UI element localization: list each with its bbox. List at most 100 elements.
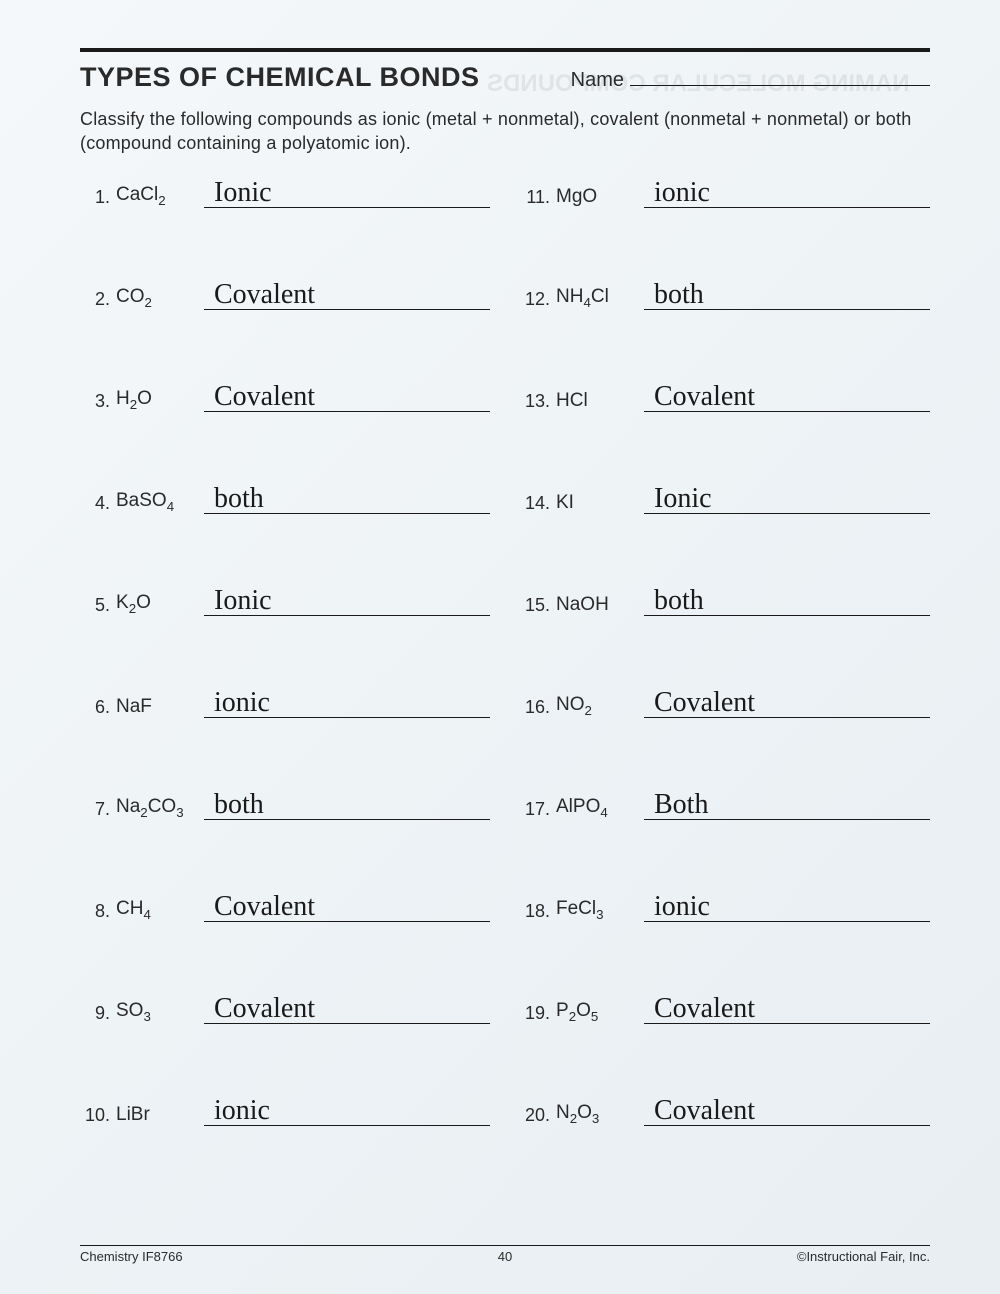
- answer-blank[interactable]: Ionic: [204, 585, 490, 616]
- handwritten-answer: Covalent: [654, 381, 755, 413]
- handwritten-answer: Ionic: [214, 177, 272, 209]
- handwritten-answer: Covalent: [654, 687, 755, 719]
- name-label: Name: [571, 69, 624, 92]
- question-row: 3.H2O Covalent: [80, 378, 490, 412]
- handwritten-answer: both: [214, 483, 264, 515]
- question-number: 17.: [520, 799, 556, 820]
- question-number: 9.: [80, 1003, 116, 1024]
- question-row: 4.BaSO4both: [80, 480, 490, 514]
- question-row: 1.CaCl2 Ionic: [80, 174, 490, 208]
- question-number: 10.: [80, 1105, 116, 1126]
- handwritten-answer: both: [654, 585, 704, 617]
- compound-formula: P2O5: [556, 1000, 644, 1024]
- question-number: 1.: [80, 187, 116, 208]
- questions-columns: 1.CaCl2Ionic2.CO2Covalent3.H2OCovalent4.…: [80, 174, 930, 1126]
- question-number: 2.: [80, 289, 116, 310]
- compound-formula: K2O: [116, 592, 204, 616]
- compound-formula: BaSO4: [116, 490, 204, 514]
- question-row: 7.Na2CO3 both: [80, 786, 490, 820]
- question-number: 19.: [520, 1003, 556, 1024]
- answer-blank[interactable]: Both: [644, 789, 930, 820]
- question-number: 20.: [520, 1105, 556, 1126]
- footer-right: ©Instructional Fair, Inc.: [797, 1249, 930, 1264]
- answer-blank[interactable]: ionic: [204, 687, 490, 718]
- question-row: 6.NaFionic: [80, 684, 490, 718]
- question-number: 5.: [80, 595, 116, 616]
- answer-blank[interactable]: ionic: [644, 891, 930, 922]
- question-number: 18.: [520, 901, 556, 922]
- handwritten-answer: Covalent: [214, 993, 315, 1025]
- name-field: Name: [571, 67, 930, 92]
- question-number: 7.: [80, 799, 116, 820]
- answer-blank[interactable]: both: [204, 789, 490, 820]
- header-row: TYPES OF CHEMICAL BONDS Name: [80, 62, 930, 93]
- question-number: 13.: [520, 391, 556, 412]
- question-row: 9.SO3 Covalent: [80, 990, 490, 1024]
- handwritten-answer: both: [654, 279, 704, 311]
- answer-blank[interactable]: Covalent: [644, 381, 930, 412]
- handwritten-answer: Covalent: [214, 891, 315, 923]
- question-row: 5.K2O Ionic: [80, 582, 490, 616]
- handwritten-answer: Covalent: [214, 381, 315, 413]
- question-row: 13.HCl Covalent: [520, 378, 930, 412]
- question-row: 20.N2O3Covalent: [520, 1092, 930, 1126]
- answer-blank[interactable]: ionic: [644, 177, 930, 208]
- answer-blank[interactable]: Covalent: [204, 381, 490, 412]
- answer-blank[interactable]: Ionic: [204, 177, 490, 208]
- question-row: 12.NH4Clboth: [520, 276, 930, 310]
- top-rule: [80, 48, 930, 52]
- answer-blank[interactable]: both: [644, 279, 930, 310]
- question-number: 11.: [520, 187, 556, 208]
- right-column: 11.MgOionic12.NH4Clboth13.HClCovalent14.…: [520, 174, 930, 1126]
- question-row: 19.P2O5Covalent: [520, 990, 930, 1024]
- answer-blank[interactable]: both: [644, 585, 930, 616]
- question-row: 8.CH4 Covalent: [80, 888, 490, 922]
- footer-page-number: 40: [498, 1249, 512, 1264]
- question-row: 14.KIIonic: [520, 480, 930, 514]
- answer-blank[interactable]: Covalent: [644, 687, 930, 718]
- handwritten-answer: ionic: [214, 687, 270, 719]
- handwritten-answer: ionic: [214, 1095, 270, 1127]
- answer-blank[interactable]: ionic: [204, 1095, 490, 1126]
- compound-formula: NO2: [556, 694, 644, 718]
- answer-blank[interactable]: Ionic: [644, 483, 930, 514]
- question-number: 8.: [80, 901, 116, 922]
- answer-blank[interactable]: Covalent: [644, 993, 930, 1024]
- compound-formula: NaOH: [556, 594, 644, 616]
- compound-formula: SO3: [116, 1000, 204, 1024]
- question-row: 16.NO2Covalent: [520, 684, 930, 718]
- question-number: 6.: [80, 697, 116, 718]
- handwritten-answer: both: [214, 789, 264, 821]
- compound-formula: HCl: [556, 390, 644, 412]
- handwritten-answer: Covalent: [214, 279, 315, 311]
- compound-formula: CO2: [116, 286, 204, 310]
- compound-formula: MgO: [556, 186, 644, 208]
- compound-formula: CH4: [116, 898, 204, 922]
- question-row: 17.AlPO4 Both: [520, 786, 930, 820]
- answer-blank[interactable]: Covalent: [644, 1095, 930, 1126]
- answer-blank[interactable]: Covalent: [204, 279, 490, 310]
- answer-blank[interactable]: Covalent: [204, 891, 490, 922]
- name-blank-line[interactable]: [630, 67, 930, 86]
- question-row: 15.NaOHboth: [520, 582, 930, 616]
- compound-formula: CaCl2: [116, 184, 204, 208]
- answer-blank[interactable]: both: [204, 483, 490, 514]
- compound-formula: Na2CO3: [116, 796, 204, 820]
- answer-blank[interactable]: Covalent: [204, 993, 490, 1024]
- instructions-text: Classify the following compounds as ioni…: [80, 107, 930, 156]
- left-column: 1.CaCl2Ionic2.CO2Covalent3.H2OCovalent4.…: [80, 174, 490, 1126]
- compound-formula: AlPO4: [556, 796, 644, 820]
- handwritten-answer: Ionic: [214, 585, 272, 617]
- footer-left: Chemistry IF8766: [80, 1249, 183, 1264]
- handwritten-answer: Covalent: [654, 1095, 755, 1127]
- question-number: 12.: [520, 289, 556, 310]
- handwritten-answer: Both: [654, 789, 708, 821]
- question-row: 11.MgOionic: [520, 174, 930, 208]
- compound-formula: H2O: [116, 388, 204, 412]
- question-number: 14.: [520, 493, 556, 514]
- handwritten-answer: ionic: [654, 891, 710, 923]
- compound-formula: FeCl3: [556, 898, 644, 922]
- worksheet-page: NAMING MOLECULAR COMPOUNDS TYPES OF CHEM…: [0, 0, 1000, 1294]
- question-row: 18.FeCl3 ionic: [520, 888, 930, 922]
- question-number: 3.: [80, 391, 116, 412]
